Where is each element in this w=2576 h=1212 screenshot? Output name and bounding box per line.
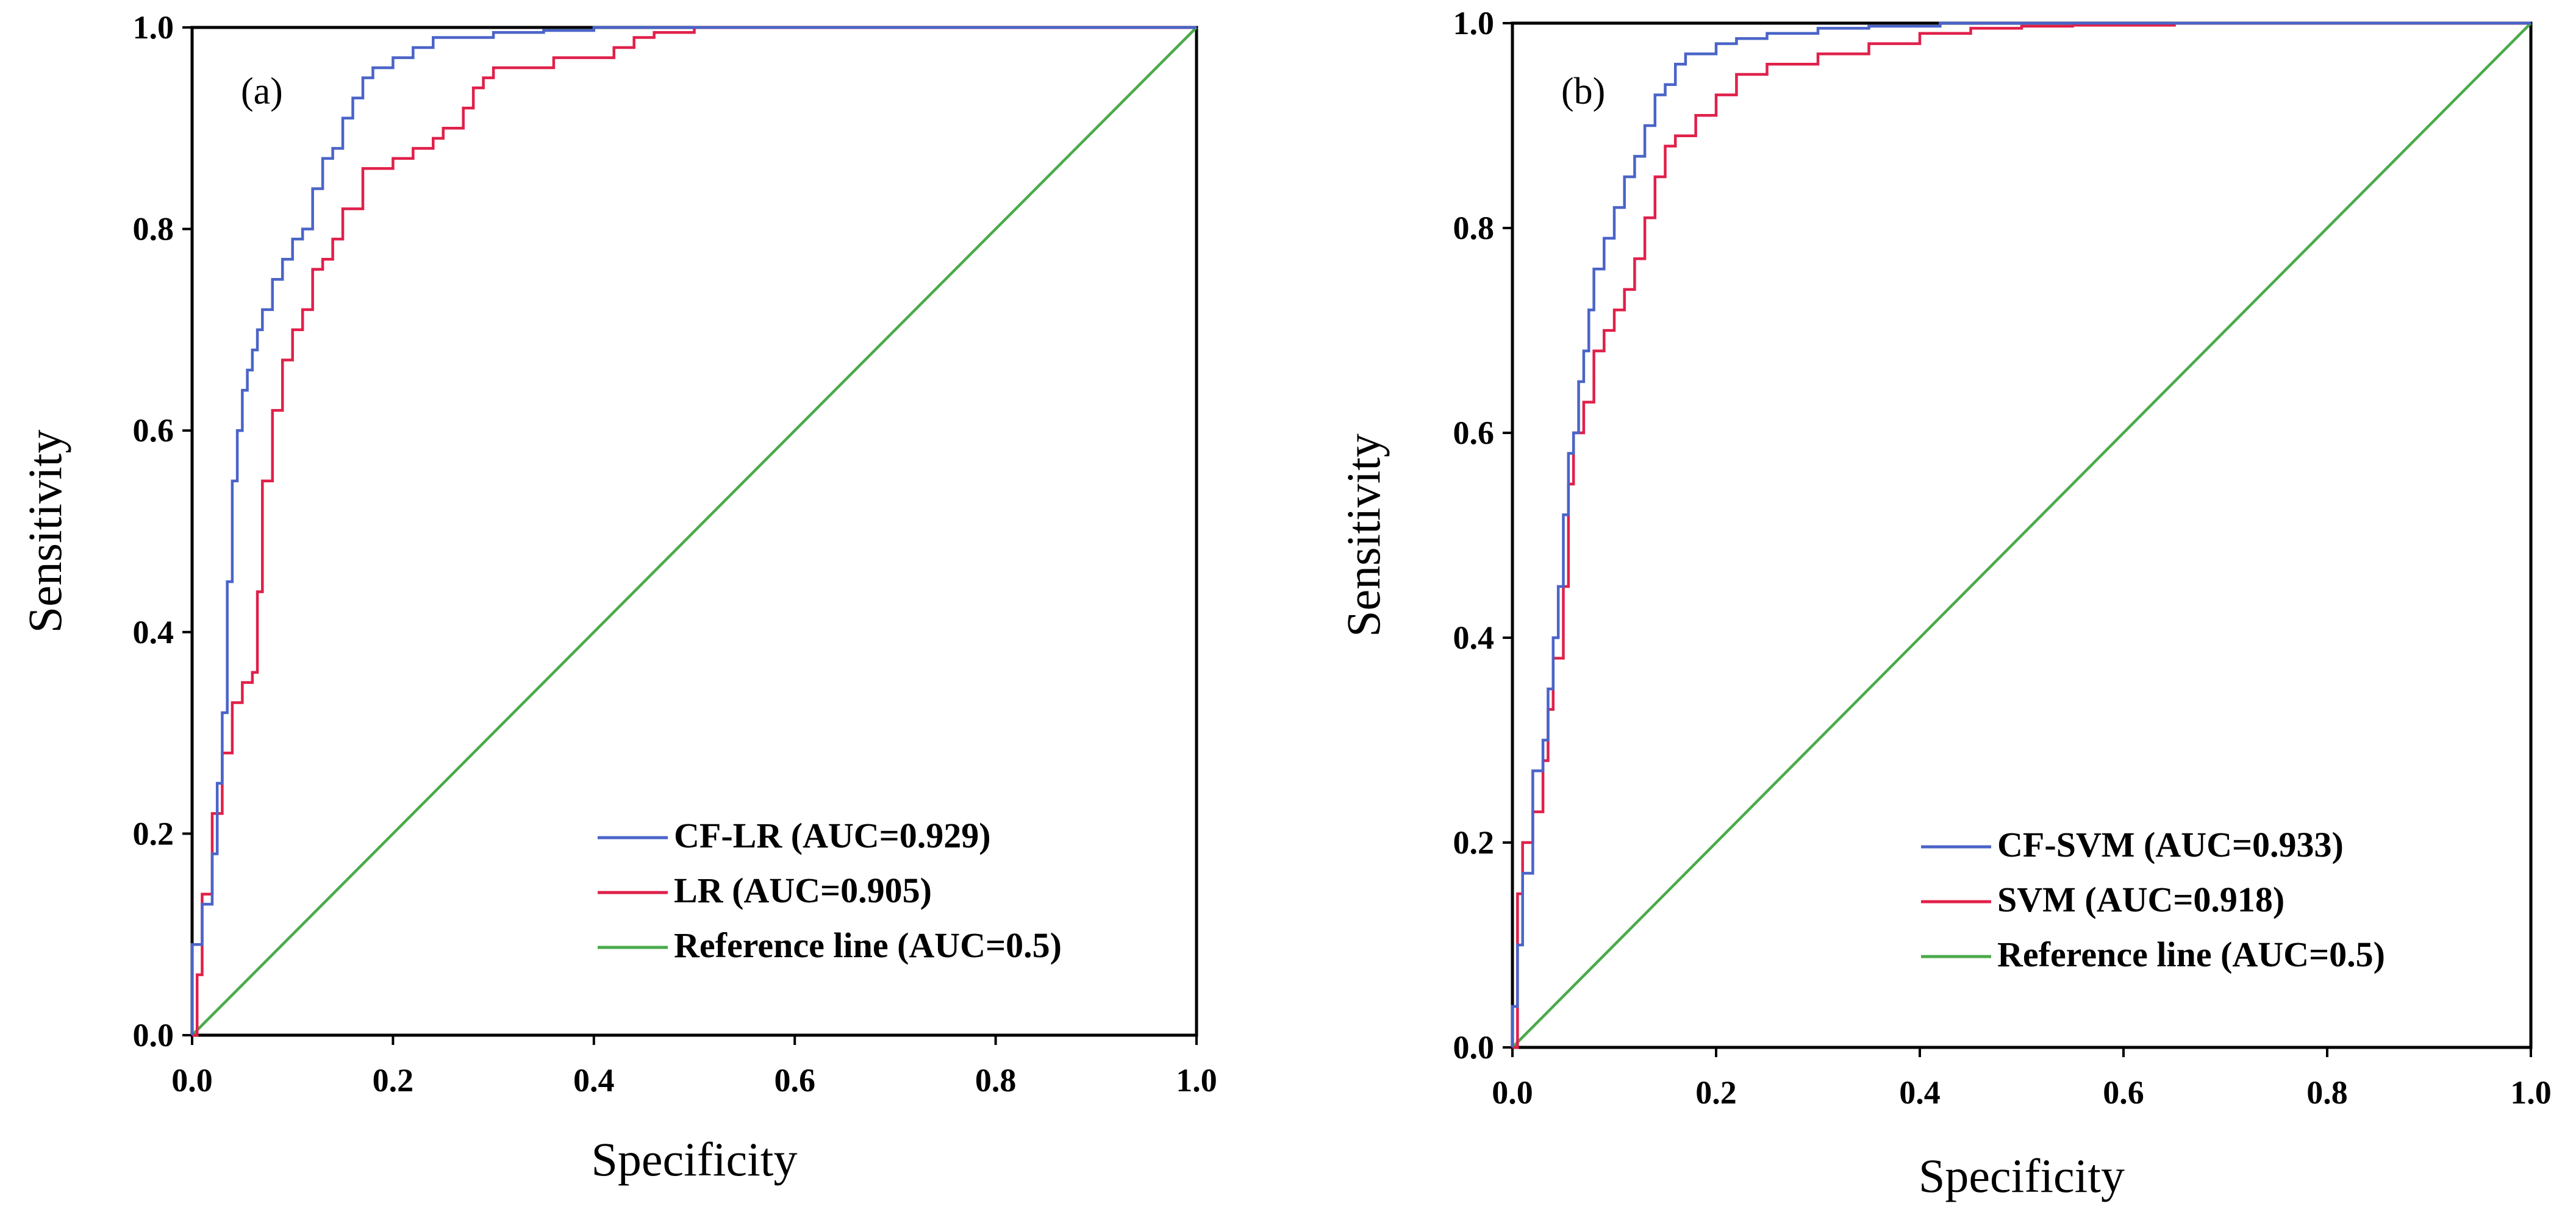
legend-entry: SVM (AUC=0.918)	[1997, 880, 2284, 919]
series-line-red	[192, 26, 1197, 1037]
x-tick-label: 0.6	[2103, 1074, 2144, 1111]
x-tick-label: 0.0	[1492, 1074, 1533, 1111]
series-line-green	[1511, 22, 2532, 1049]
y-tick-label: 0.2	[133, 815, 174, 852]
y-tick-label: 0.0	[133, 1017, 174, 1053]
x-tick-label: 0.6	[774, 1062, 815, 1099]
roc-panel-a: 0.0 0.2 0.4 0.6 0.8 1.0 0.0 0.2 0.4 0.6 0.8 1.0 Spec…	[18, 9, 1217, 1186]
panel-label-b: (b)	[1561, 71, 1605, 112]
series-line-blue	[1511, 21, 2531, 1047]
x-tick-label: 0.0	[171, 1062, 213, 1099]
x-tick-label: 0.4	[573, 1062, 615, 1099]
y-tick-label: 0.4	[133, 614, 174, 651]
legend-entry: CF-SVM (AUC=0.933)	[1997, 825, 2344, 864]
y-axis-label: Sensitivity	[18, 430, 71, 633]
x-tick-label: 0.8	[975, 1062, 1017, 1099]
y-tick-label: 0.6	[133, 412, 174, 449]
x-axis-label: Specificity	[1919, 1149, 2125, 1202]
y-tick-label: 0.6	[1453, 415, 1495, 451]
x-tick-label: 0.2	[1695, 1074, 1737, 1111]
x-axis-label: Specificity	[592, 1133, 798, 1186]
y-axis-label: Sensitivity	[1337, 433, 1390, 637]
x-tick-label: 0.8	[2306, 1074, 2348, 1111]
y-tick-label: 1.0	[1453, 5, 1495, 41]
legend-entry: Reference line (AUC=0.5)	[674, 925, 1062, 965]
panel-label-a: (a)	[241, 71, 283, 112]
legend-entry: Reference line (AUC=0.5)	[1997, 935, 2385, 974]
y-tick-label: 1.0	[133, 9, 174, 46]
y-tick-label: 0.2	[1453, 824, 1495, 861]
legend-entry: LR (AUC=0.905)	[674, 871, 932, 910]
x-tick-label: 1.0	[2510, 1074, 2552, 1111]
y-tick-label: 0.8	[133, 211, 174, 248]
legend-entry: CF-LR (AUC=0.929)	[674, 816, 991, 855]
y-tick-label: 0.4	[1453, 619, 1495, 656]
roc-panel-b: 0.0 0.2 0.4 0.6 0.8 1.0 0.0 0.2 0.4 0.6 0.8 1.0 Spec…	[1337, 5, 2552, 1202]
x-tick-label: 0.2	[373, 1062, 414, 1099]
series-line-green	[191, 26, 1198, 1036]
x-tick-label: 0.4	[1899, 1074, 1941, 1111]
y-tick-label: 0.0	[1453, 1029, 1495, 1066]
y-tick-label: 0.8	[1453, 210, 1495, 246]
series-line-blue	[190, 26, 1197, 1035]
x-tick-label: 1.0	[1176, 1062, 1217, 1099]
